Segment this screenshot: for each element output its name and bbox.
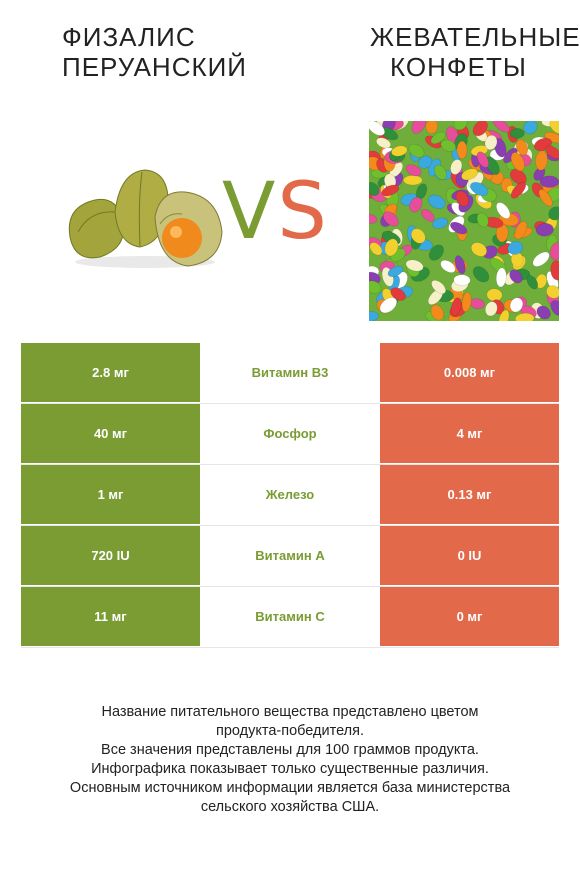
footer-notes: Название питательного вещества представл… [0, 703, 580, 817]
footer-line: Основным источником информации является … [69, 780, 511, 796]
left-product-title: ФИЗАЛИС ПЕРУАНСКИЙ [62, 22, 262, 82]
right-value: 4 мг [380, 404, 559, 463]
nutrient-name: Витамин B3 [200, 343, 380, 402]
footer-line: продукта-победителя. [215, 723, 365, 739]
left-title-line2: ПЕРУАНСКИЙ [62, 52, 247, 82]
right-value: 0 мг [380, 587, 559, 646]
footer-line: Инфографика показывает только существенн… [91, 761, 489, 777]
physalis-fruit-image [68, 169, 223, 268]
row-divider [21, 525, 559, 526]
left-value: 2.8 мг [21, 343, 200, 402]
footer-line: сельского хозяйства США. [200, 799, 380, 815]
left-value: 1 мг [21, 465, 200, 524]
left-value: 40 мг [21, 404, 200, 463]
row-divider [21, 464, 559, 465]
row-divider [21, 403, 559, 404]
table-row: 1 мг Железо 0.13 мг [21, 465, 559, 526]
nutrient-name: Железо [200, 465, 380, 524]
right-value: 0.008 мг [380, 343, 559, 402]
jelly-beans-image [369, 121, 559, 321]
vs-letter-v: V [222, 167, 278, 257]
row-divider [21, 586, 559, 587]
nutrient-name: Витамин A [200, 526, 380, 585]
footer-line: Все значения представлены для 100 граммо… [101, 742, 479, 758]
row-divider [21, 647, 559, 648]
table-row: 720 IU Витамин A 0 IU [21, 526, 559, 587]
footer-line: Название питательного вещества представл… [101, 704, 479, 720]
left-value: 11 мг [21, 587, 200, 646]
versus-label: VS [222, 162, 329, 262]
table-row: 11 мг Витамин C 0 мг [21, 587, 559, 648]
left-value: 720 IU [21, 526, 200, 585]
right-value: 0.13 мг [380, 465, 559, 524]
table-row: 40 мг Фосфор 4 мг [21, 404, 559, 465]
right-product-title: ЖЕВАТЕЛЬНЫЕ КОНФЕТЫ [370, 22, 580, 82]
nutrient-comparison-table: 2.8 мг Витамин B3 0.008 мг 40 мг Фосфор … [21, 343, 559, 648]
right-title-line2: КОНФЕТЫ [390, 52, 527, 82]
left-title-line1: ФИЗАЛИС [62, 22, 196, 52]
right-title-line1: ЖЕВАТЕЛЬНЫЕ [370, 22, 580, 52]
table-row: 2.8 мг Витамин B3 0.008 мг [21, 343, 559, 404]
nutrient-name: Витамин C [200, 587, 380, 646]
right-value: 0 IU [380, 526, 559, 585]
vs-letter-s: S [277, 167, 329, 257]
nutrient-name: Фосфор [200, 404, 380, 463]
